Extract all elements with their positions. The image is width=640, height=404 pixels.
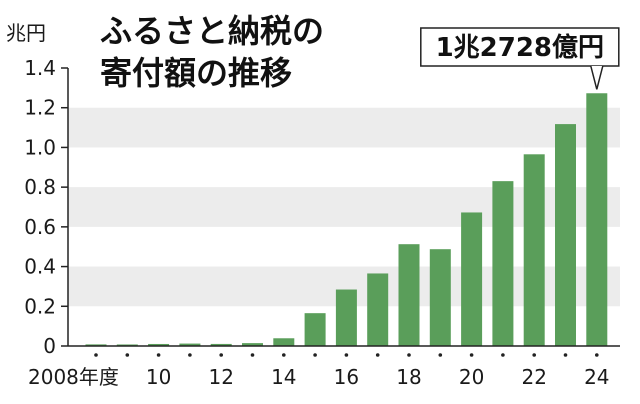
bar-2014 xyxy=(273,338,295,346)
bar-2015 xyxy=(304,313,326,346)
callout-box xyxy=(420,27,620,67)
x-tick-label-2008: 2008年度 xyxy=(28,365,119,389)
bar-2024 xyxy=(586,93,608,346)
bar-2010 xyxy=(148,343,170,346)
x-dot-2020 xyxy=(469,353,474,357)
bars xyxy=(85,93,608,346)
x-dot-2013 xyxy=(250,353,255,357)
x-dot-2019 xyxy=(438,353,443,357)
y-tick-label-0.8: 0.8 xyxy=(24,175,56,199)
y-tick-label-1.2: 1.2 xyxy=(24,96,56,120)
y-unit-label: 兆円 xyxy=(6,21,46,45)
band-5 xyxy=(68,107,620,148)
y-tick-label-0.6: 0.6 xyxy=(24,215,56,239)
bar-2012 xyxy=(210,343,232,346)
callout-label: 1兆2728億円 xyxy=(436,33,604,63)
x-tick-label-2018: 18 xyxy=(396,365,421,389)
bar-2009 xyxy=(116,344,138,346)
y-ticks: 0 0.2 0.4 0.6 0.8 1.0 1.2 1.4 xyxy=(24,56,68,358)
y-tick-label-0: 0 xyxy=(43,334,56,358)
x-dot-2023 xyxy=(563,353,568,357)
x-dot-2014 xyxy=(282,353,286,357)
y-tick-label-0.2: 0.2 xyxy=(24,294,56,318)
x-dot-2011 xyxy=(188,353,192,357)
x-dot-2010 xyxy=(156,353,161,357)
chart-title-line-1: ふるさと納税の xyxy=(100,12,324,50)
bar-2017 xyxy=(367,273,389,346)
x-tick-dots xyxy=(94,353,599,357)
callout-pointer xyxy=(590,65,604,90)
y-tick-label-0.4: 0.4 xyxy=(24,255,56,279)
x-dot-2024 xyxy=(595,353,599,357)
bar-2023 xyxy=(555,124,576,346)
bar-2008 xyxy=(85,344,107,346)
x-dot-2015 xyxy=(313,353,317,357)
bar-2021 xyxy=(492,181,514,346)
x-tick-label-2022: 22 xyxy=(521,365,546,389)
y-tick-label-1.4: 1.4 xyxy=(24,56,56,80)
x-tick-label-2014: 14 xyxy=(271,365,296,389)
x-dot-2022 xyxy=(532,353,536,357)
bar-2020 xyxy=(461,212,483,346)
x-tick-label-2012: 12 xyxy=(208,365,233,389)
x-tick-label-2020: 20 xyxy=(459,365,484,389)
callout: 1兆2728億円 xyxy=(420,27,620,90)
x-dot-2008 xyxy=(94,353,98,357)
bar-2022 xyxy=(523,154,545,346)
x-dot-2012 xyxy=(219,353,223,357)
x-dot-2018 xyxy=(407,353,411,357)
x-dot-2017 xyxy=(375,353,380,357)
x-tick-label-2010: 10 xyxy=(146,365,171,389)
x-dot-2016 xyxy=(344,353,349,357)
x-dot-2009 xyxy=(125,353,130,357)
bar-2011 xyxy=(179,343,201,346)
bar-2016 xyxy=(335,289,357,346)
x-ticks: 2008年度 10 12 14 16 18 20 22 24 xyxy=(28,365,610,389)
x-dot-2021 xyxy=(501,353,505,357)
x-tick-label-2024: 24 xyxy=(584,365,609,389)
y-tick-label-1.0: 1.0 xyxy=(24,135,56,159)
bar-2013 xyxy=(242,343,263,346)
bar-2019 xyxy=(429,249,451,346)
x-tick-label-2016: 16 xyxy=(334,365,359,389)
bar-2018 xyxy=(398,244,420,346)
chart-title-line-2: 寄付額の推移 xyxy=(100,54,292,92)
